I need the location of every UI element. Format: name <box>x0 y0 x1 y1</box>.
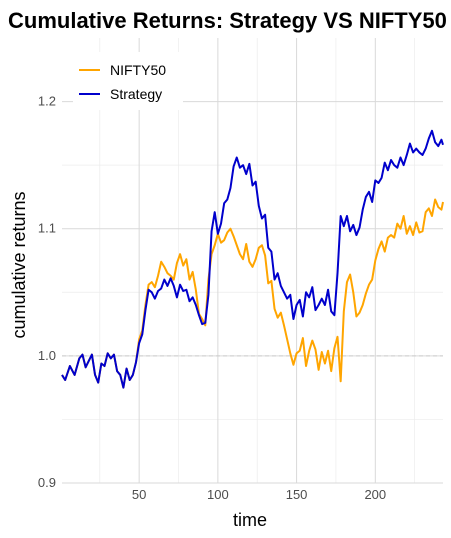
chart-title: Cumulative Returns: Strategy VS NIFTY50 <box>8 8 447 33</box>
legend-label-nifty50: NIFTY50 <box>110 62 166 78</box>
legend: NIFTY50 Strategy <box>73 52 183 110</box>
x-axis-ticks: 50 100 150 200 <box>132 487 386 502</box>
legend-label-strategy: Strategy <box>110 86 162 102</box>
y-tick-label: 1.0 <box>38 348 56 363</box>
y-tick-label: 1.1 <box>38 221 56 236</box>
y-axis-ticks: 0.9 1.0 1.1 1.2 <box>38 94 56 490</box>
series-group <box>61 129 444 389</box>
y-tick-label: 0.9 <box>38 475 56 490</box>
x-axis-title: time <box>233 510 267 530</box>
x-tick-label: 100 <box>207 487 229 502</box>
x-tick-label: 200 <box>364 487 386 502</box>
legend-background <box>73 52 183 110</box>
y-tick-label: 1.2 <box>38 94 56 109</box>
series-line-nifty50 <box>61 198 444 389</box>
y-axis-title: cumulative returns <box>9 191 29 338</box>
x-tick-label: 50 <box>132 487 146 502</box>
series-line-strategy <box>61 129 444 389</box>
x-tick-label: 150 <box>286 487 308 502</box>
